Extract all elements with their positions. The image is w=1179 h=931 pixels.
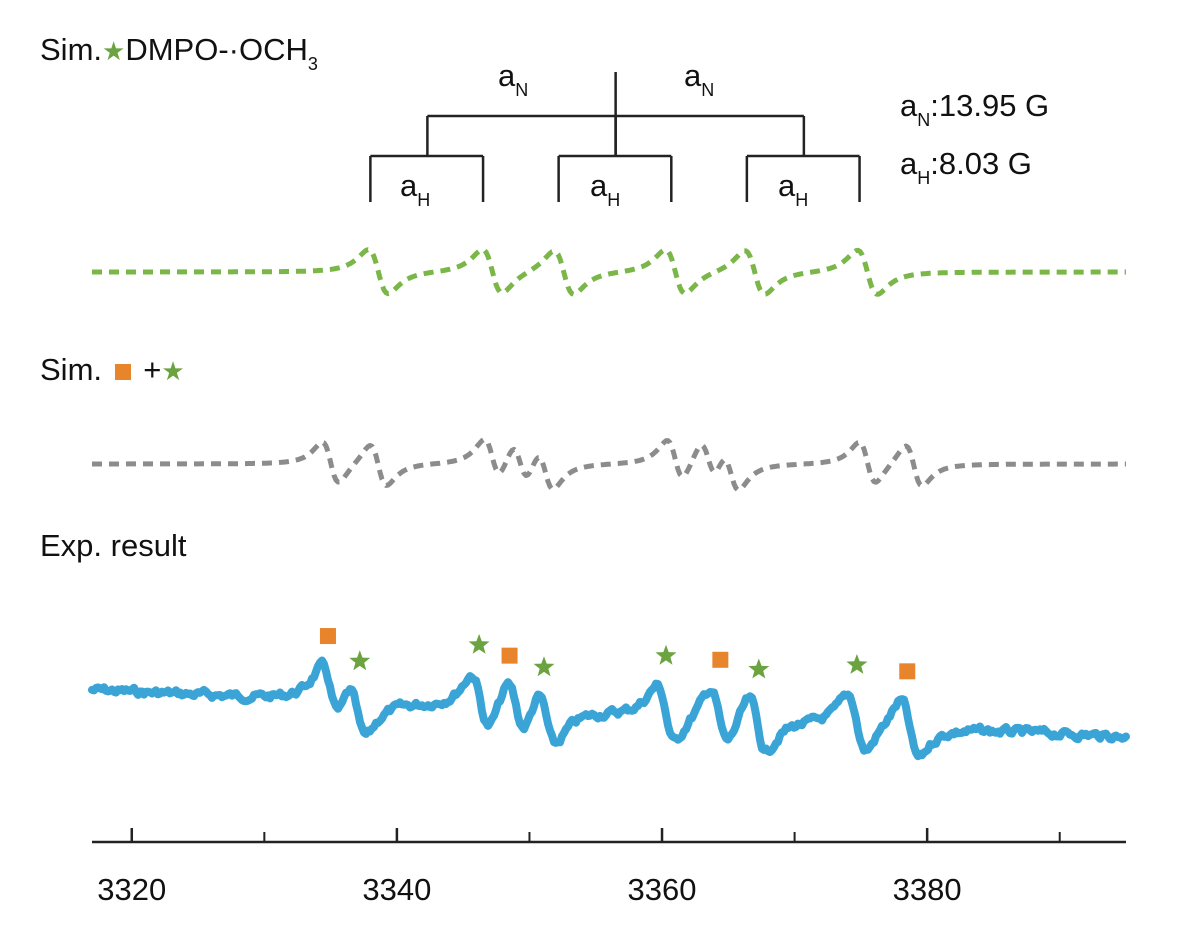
star-icon: ★ (102, 36, 126, 66)
stick-aN-left-label: aN (498, 58, 529, 100)
sim-mix-legend: Sim. +★ (40, 354, 185, 385)
sim-prefix: Sim. (40, 32, 102, 67)
peak-markers-layer (319, 628, 916, 680)
star-marker-4 (533, 656, 555, 677)
star-icon: ★ (161, 356, 185, 386)
sim-species-label: DMPO-·OCH (125, 32, 308, 67)
sim-species-subscript: 3 (307, 54, 318, 74)
star-marker-8 (846, 654, 868, 674)
hyperfine-stick-diagram (369, 72, 861, 202)
star-marker-7 (748, 658, 770, 679)
square-icon (114, 363, 131, 380)
square-marker-9 (899, 663, 916, 680)
stick-aH-label-3: aH (778, 168, 809, 210)
x-tick-label-3320: 3320 (97, 872, 166, 907)
x-tick-label-3380: 3380 (893, 872, 962, 907)
series-1-trace (91, 247, 1127, 297)
aH-value-label: aH:8.03 G (900, 146, 1032, 188)
series-3-trace (88, 656, 1130, 761)
aN-value-label: aN:13.95 G (900, 88, 1050, 130)
star-marker-2 (468, 633, 490, 654)
x-tick-label-3340: 3340 (362, 872, 431, 907)
x-tick-label-3360: 3360 (628, 872, 697, 907)
star-marker-5 (655, 644, 677, 665)
square-marker-6 (712, 651, 729, 668)
stick-aH-label-1: aH (400, 168, 431, 210)
sim-dmpo-legend: Sim.★DMPO-·OCH3 (40, 32, 318, 73)
series-2-trace (91, 437, 1127, 493)
exp-result-label: Exp. result (40, 528, 187, 563)
square-marker-3 (501, 647, 518, 664)
x-axis: 3320 3340 3360 3380 (92, 828, 1126, 907)
stick-aH-label-2: aH (590, 168, 621, 210)
plus-sign: + (143, 352, 162, 387)
stick-aN-right-label: aN (684, 58, 715, 100)
sim-mix-prefix: Sim. (40, 352, 102, 387)
square-marker-0 (319, 628, 336, 645)
star-marker-1 (349, 650, 371, 671)
spectra-layer (88, 247, 1130, 761)
